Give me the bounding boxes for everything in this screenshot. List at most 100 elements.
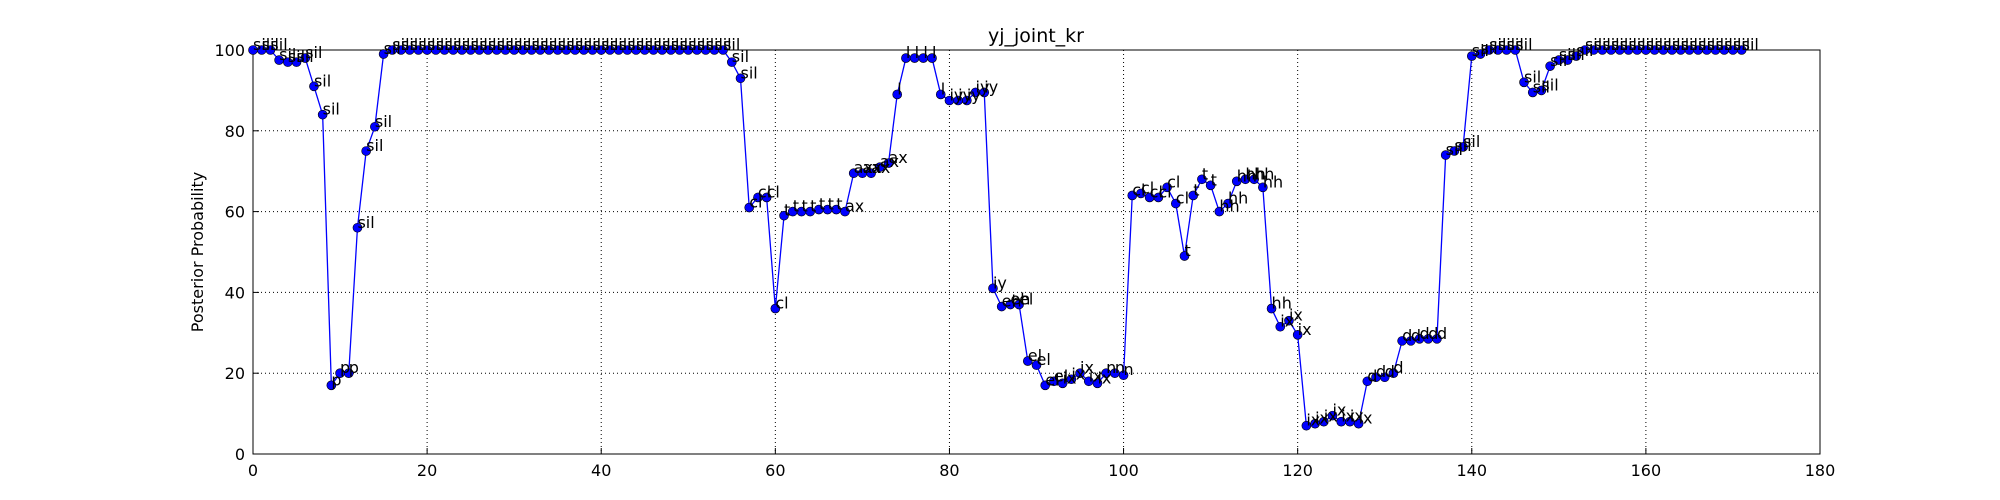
point-label: l <box>941 79 945 98</box>
point-label: sil <box>1646 35 1663 54</box>
point-label: ix <box>1306 411 1320 430</box>
point-label: ix <box>1332 401 1346 420</box>
point-label: sil <box>1611 35 1628 54</box>
point-label: sil <box>1472 41 1489 60</box>
point-label: cl <box>1167 172 1180 191</box>
point-label: sil <box>357 213 374 232</box>
marker <box>1205 180 1216 191</box>
marker <box>1153 192 1164 203</box>
point-label: sil <box>270 35 287 54</box>
point-label: sil <box>488 35 505 54</box>
point-label: sil <box>314 71 331 90</box>
marker <box>343 368 354 379</box>
point-label: cl <box>775 294 788 313</box>
point-label: cl <box>767 182 780 201</box>
marker <box>1092 378 1103 389</box>
point-label: sil <box>1620 35 1637 54</box>
point-label: ax <box>854 158 873 177</box>
x-tick-label: 180 <box>1805 461 1836 480</box>
marker <box>1440 150 1451 160</box>
marker <box>840 206 850 217</box>
marker <box>1136 188 1146 199</box>
point-label: sil <box>1541 75 1558 94</box>
point-label: sil <box>1507 35 1524 54</box>
point-label: sil <box>436 35 453 54</box>
point-label: d <box>1428 324 1438 343</box>
point-label: sil <box>1655 35 1672 54</box>
marker <box>1379 372 1390 383</box>
point-label: p <box>340 358 350 377</box>
point-label: t <box>828 195 834 214</box>
point-label: ix <box>1089 366 1103 385</box>
x-tick-label: 20 <box>417 461 437 480</box>
point-label: sil <box>262 35 279 54</box>
x-tick-label: 100 <box>1108 461 1139 480</box>
point-label: sil <box>680 35 697 54</box>
point-label: sil <box>1446 140 1463 159</box>
point-label: sil <box>1559 45 1576 64</box>
point-label: sil <box>384 39 401 58</box>
point-label: d <box>1376 362 1386 381</box>
point-label: hh <box>1219 197 1239 216</box>
marker <box>1022 356 1033 366</box>
marker <box>1545 61 1555 71</box>
point-label: iy <box>949 86 963 105</box>
point-label: sil <box>610 35 627 54</box>
point-label: cl <box>1150 182 1163 201</box>
point-label: sil <box>392 35 409 54</box>
point-label: n <box>1115 358 1125 377</box>
marker <box>1266 303 1277 314</box>
marker <box>1066 374 1077 385</box>
marker <box>1223 198 1233 209</box>
x-tick-label: 0 <box>248 461 258 480</box>
point-label: t <box>810 197 816 216</box>
point-label: el <box>1028 346 1042 365</box>
point-label: hh <box>1254 164 1274 183</box>
point-label: p <box>331 370 341 389</box>
point-label: d <box>1420 324 1430 343</box>
marker <box>309 81 319 92</box>
point-label: ax <box>845 197 864 216</box>
point-label: iy <box>958 86 972 105</box>
marker <box>1388 368 1399 379</box>
point-label: sil <box>1733 35 1750 54</box>
point-label: sil <box>662 35 679 54</box>
y-tick-label: 0 <box>235 445 245 464</box>
point-label: sil <box>706 35 723 54</box>
y-tick-label: 60 <box>225 203 245 222</box>
point-label: sil <box>1689 35 1706 54</box>
marker <box>770 303 781 314</box>
point-label: sil <box>1489 35 1506 54</box>
point-label: ix <box>1315 409 1329 428</box>
point-label: cl <box>1141 178 1154 197</box>
point-label: hh <box>1272 294 1292 313</box>
marker <box>927 53 937 63</box>
point-label: t <box>1184 241 1190 260</box>
marker <box>291 57 302 67</box>
point-label: eh <box>1010 290 1030 309</box>
chart-title: yj_joint_kr <box>988 25 1084 47</box>
marker <box>1449 146 1460 156</box>
x-tick-label: 80 <box>939 461 959 480</box>
point-label: ix <box>1080 358 1094 377</box>
point-label: el <box>1037 350 1051 369</box>
point-label: sil <box>653 35 670 54</box>
point-label: sil <box>1698 35 1715 54</box>
point-label: sil <box>1637 35 1654 54</box>
point-label: d <box>1393 358 1403 377</box>
point-label: l <box>897 79 901 98</box>
point-label: ix <box>1298 320 1312 339</box>
point-label: sil <box>1663 35 1680 54</box>
point-label: sil <box>366 136 383 155</box>
y-tick-label: 100 <box>214 41 245 60</box>
marker <box>1362 376 1373 387</box>
point-label: d <box>1402 326 1412 345</box>
point-label: sil <box>297 47 314 66</box>
point-label: iy <box>967 86 981 105</box>
point-label: sil <box>1742 35 1759 54</box>
point-label: d <box>1437 324 1447 343</box>
marker <box>352 222 363 233</box>
point-label: n <box>1124 360 1134 379</box>
point-label: sil <box>1568 45 1585 64</box>
point-label: sil <box>279 45 296 64</box>
